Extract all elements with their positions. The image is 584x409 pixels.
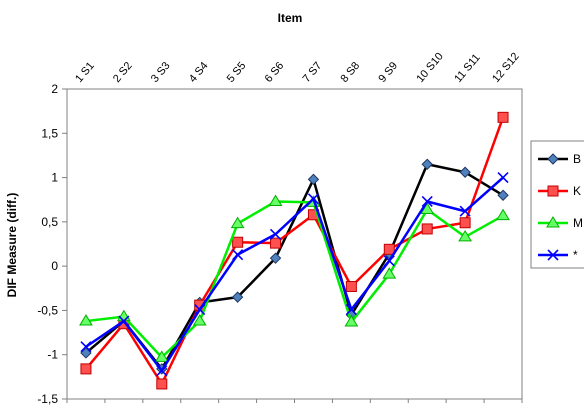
legend-entry: K xyxy=(538,184,581,198)
data-point xyxy=(497,111,509,123)
data-point xyxy=(79,314,93,326)
x-tick-label: 8 S8 xyxy=(338,60,362,85)
data-point xyxy=(118,315,130,327)
x-tick-label: 3 S3 xyxy=(149,60,173,85)
data-point xyxy=(268,194,283,206)
y-axis-label: DIF Measure (diff.) xyxy=(5,193,19,298)
data-point xyxy=(80,347,92,359)
data-point xyxy=(80,363,92,375)
data-point xyxy=(192,314,207,326)
legend-entry: M xyxy=(538,216,583,230)
plot-area-border xyxy=(66,88,523,400)
legend-entry: * xyxy=(538,248,578,262)
x-tick-label: 2 S2 xyxy=(111,60,135,85)
data-point xyxy=(547,249,559,261)
series-2 xyxy=(80,111,509,390)
legend-label: K xyxy=(573,184,581,198)
data-point xyxy=(459,166,471,178)
series-4 xyxy=(80,172,509,377)
data-point xyxy=(496,208,510,221)
data-point xyxy=(344,314,359,327)
data-point xyxy=(269,252,282,264)
data-point xyxy=(546,216,560,228)
data-point xyxy=(383,255,395,267)
series-line xyxy=(85,163,504,371)
series-line xyxy=(85,200,504,359)
y-tick-label: 2 xyxy=(51,82,58,96)
data-point xyxy=(231,291,244,303)
data-point xyxy=(269,228,282,240)
x-tick-label: 12 S12 xyxy=(490,50,522,84)
data-point xyxy=(307,193,320,205)
y-tick-label: -1,5 xyxy=(37,392,58,406)
data-point xyxy=(421,195,433,208)
legend-box xyxy=(530,140,584,269)
chart-title: Item xyxy=(278,11,303,25)
data-point xyxy=(459,205,471,217)
data-point xyxy=(232,249,244,261)
series-line xyxy=(85,176,504,372)
legend-label: * xyxy=(573,248,578,262)
x-tick-label: 10 S10 xyxy=(414,50,446,84)
x-tick-label: 11 S11 xyxy=(452,52,483,85)
data-point xyxy=(345,281,357,293)
y-tick-label: 1 xyxy=(51,171,58,185)
x-tick-label: 9 S9 xyxy=(376,60,400,85)
y-tick-label: -0,5 xyxy=(37,303,58,317)
y-tick-label: 0 xyxy=(51,259,58,273)
data-point xyxy=(547,153,559,165)
data-point xyxy=(230,216,245,229)
data-point xyxy=(156,378,168,390)
data-point xyxy=(421,158,433,170)
y-tick-label: -1 xyxy=(47,348,58,362)
data-point xyxy=(345,303,357,316)
legend-label: M xyxy=(573,216,583,230)
data-point xyxy=(270,237,282,249)
data-point xyxy=(497,172,509,184)
series-line xyxy=(85,116,505,386)
series-layer xyxy=(79,111,510,390)
data-point xyxy=(458,229,473,242)
x-tick-label: 6 S6 xyxy=(263,60,287,85)
data-point xyxy=(421,223,433,235)
y-axis-ticks: 2 1,5 1 0,5 0 -0,5 -1 -1,5 xyxy=(37,82,67,406)
data-point xyxy=(80,341,92,353)
legend: B K M * xyxy=(530,140,584,269)
data-point xyxy=(154,350,169,362)
data-point xyxy=(194,303,206,316)
data-point xyxy=(382,267,397,279)
data-point xyxy=(547,185,559,197)
data-point xyxy=(232,236,244,248)
series-1 xyxy=(80,158,509,375)
x-tick-label: 4 S4 xyxy=(187,60,211,85)
data-point xyxy=(156,365,168,377)
x-tick-label: 1 S1 xyxy=(73,60,97,85)
data-point xyxy=(116,309,131,322)
data-point xyxy=(307,173,320,186)
plot-frame xyxy=(66,88,523,400)
data-point xyxy=(497,189,509,201)
y-tick-label: 0,5 xyxy=(41,215,58,229)
data-point xyxy=(459,217,471,229)
legend-entry: B xyxy=(538,152,581,166)
data-point xyxy=(383,243,395,255)
x-tick-label: 5 S5 xyxy=(225,60,249,85)
legend-label: B xyxy=(573,152,581,166)
y-tick-label: 1,5 xyxy=(41,126,58,140)
x-axis-ticks: 1 S1 2 S2 3 S3 4 S4 5 S5 6 S6 7 S7 8 S8 9 S9 10 S… xyxy=(66,50,523,403)
x-tick-label: 7 S7 xyxy=(301,60,325,85)
